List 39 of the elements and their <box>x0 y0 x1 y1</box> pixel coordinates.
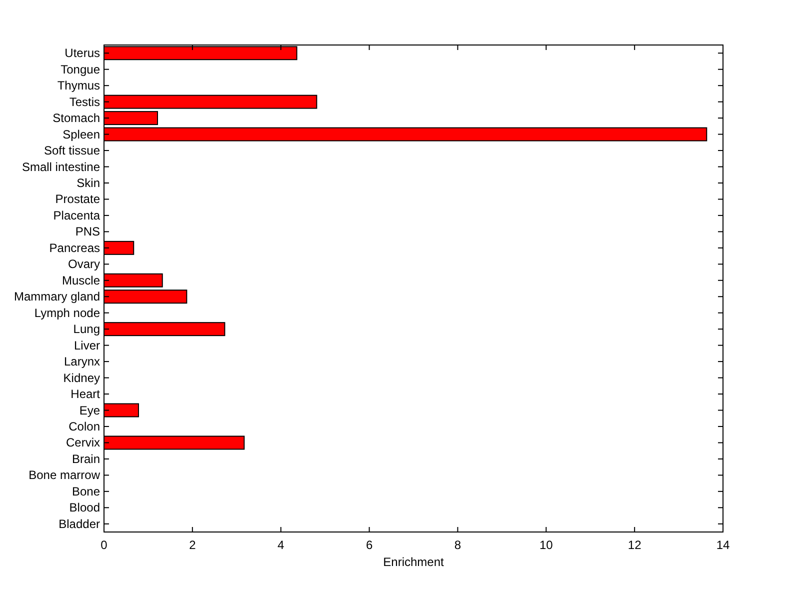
x-tick-label: 8 <box>454 538 462 552</box>
x-tick-label: 2 <box>189 538 196 552</box>
y-tick-label: Lymph node <box>34 306 100 320</box>
y-tick-label: Eye <box>79 403 100 418</box>
y-tick-label: Testis <box>69 94 100 109</box>
y-tick-label: Bone marrow <box>28 468 100 482</box>
x-tick-label: 12 <box>628 538 642 552</box>
y-tick-label: Liver <box>74 338 100 352</box>
y-tick-label: Thymus <box>57 78 100 93</box>
y-tick-label: Heart <box>70 387 101 402</box>
y-tick-label: Mammary gland <box>14 290 100 304</box>
x-tick-label: 4 <box>278 538 285 552</box>
y-tick-label: Bone <box>72 484 100 498</box>
x-tick-label: 0 <box>100 538 108 552</box>
y-tick-label: Tongue <box>60 62 100 76</box>
y-tick-label: Soft tissue <box>44 144 100 158</box>
y-tick-label: Spleen <box>62 127 100 142</box>
y-tick-label: PNS <box>75 224 100 239</box>
y-tick-label: Colon <box>68 419 100 434</box>
x-tick-label: 14 <box>716 538 730 552</box>
y-tick-label: Uterus <box>64 46 100 60</box>
y-tick-label: Pancreas <box>49 240 100 255</box>
x-axis-title: Enrichment <box>383 555 445 569</box>
y-tick-label: Prostate <box>55 192 100 206</box>
y-tick-label: Placenta <box>53 208 100 222</box>
y-tick-label: Muscle <box>62 273 100 288</box>
y-tick-label: Ovary <box>68 257 100 272</box>
y-tick-label: Larynx <box>64 354 100 369</box>
x-tick-label: 10 <box>539 538 554 552</box>
y-tick-label: Brain <box>72 452 100 466</box>
x-tick-label: 6 <box>366 538 373 552</box>
y-tick-label: Bladder <box>58 516 100 531</box>
y-tick-label: Blood <box>69 500 100 515</box>
y-tick-label: Cervix <box>66 436 100 450</box>
y-tick-label: Skin <box>76 176 100 190</box>
y-tick-label: Small intestine <box>22 160 100 174</box>
y-tick-label: Stomach <box>52 111 100 126</box>
y-tick-label: Kidney <box>63 370 100 385</box>
y-tick-label: Lung <box>73 322 100 336</box>
